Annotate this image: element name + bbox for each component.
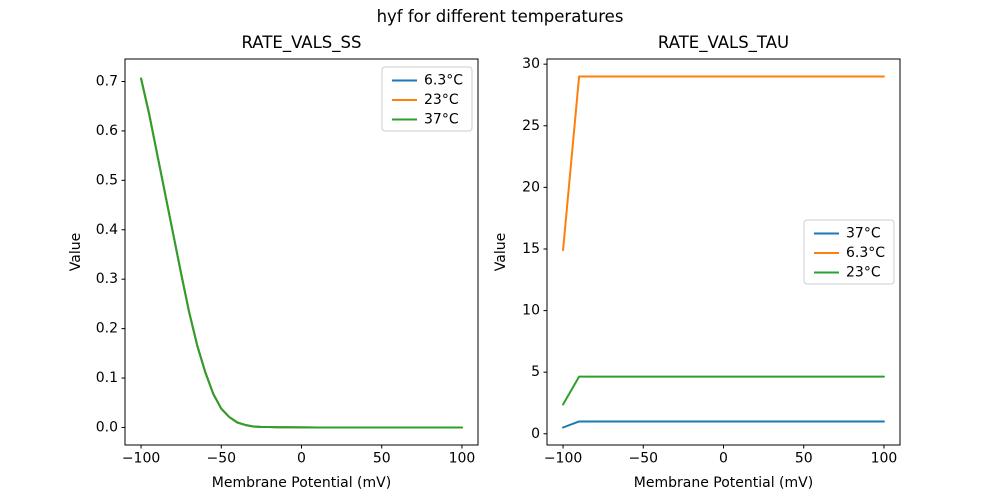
x-tick-label: 0 xyxy=(297,451,306,467)
y-tick-label: 0.4 xyxy=(96,222,118,238)
series-line-1-0 xyxy=(562,420,885,429)
y-tick-label: 5 xyxy=(531,364,540,380)
y-tick-label: 25 xyxy=(522,118,540,134)
x-tick-label: 50 xyxy=(373,451,391,467)
y-tick-label: 10 xyxy=(522,303,540,319)
x-tick-label: −50 xyxy=(628,451,658,467)
y-tick-label: 30 xyxy=(522,56,540,72)
y-tick-label: 0 xyxy=(531,426,540,442)
x-tick-label: 100 xyxy=(449,451,476,467)
x-tick-label: −50 xyxy=(206,451,236,467)
x-tick-label: −100 xyxy=(122,451,160,467)
x-axis-label: Membrane Potential (mV) xyxy=(212,475,391,491)
y-tick-label: 0.1 xyxy=(96,370,118,386)
y-tick-label: 0.7 xyxy=(96,73,118,89)
legend-label: 37°C xyxy=(846,226,881,242)
legend-label: 6.3°C xyxy=(846,245,885,261)
series-line-0-2 xyxy=(140,77,463,429)
y-axis-label: Value xyxy=(493,233,509,271)
y-tick-label: 0.2 xyxy=(96,321,118,337)
y-tick-label: 0.6 xyxy=(96,123,118,139)
legend-box xyxy=(803,219,895,285)
series-line-1-1 xyxy=(562,75,885,252)
y-tick-label: 0.5 xyxy=(96,172,118,188)
y-tick-label: 20 xyxy=(522,179,540,195)
subplot-title: RATE_VALS_TAU xyxy=(658,33,789,53)
series-line-1-2 xyxy=(562,375,885,406)
legend-label: 23°C xyxy=(846,265,881,281)
x-tick-label: −100 xyxy=(544,451,582,467)
legend-label: 23°C xyxy=(424,92,459,108)
legend-box xyxy=(381,66,473,132)
x-axis-label: Membrane Potential (mV) xyxy=(634,475,813,491)
y-tick-label: 15 xyxy=(522,241,540,257)
y-tick-label: 0.0 xyxy=(96,419,118,435)
x-tick-label: 0 xyxy=(719,451,728,467)
y-axis-label: Value xyxy=(68,233,84,271)
x-tick-label: 50 xyxy=(795,451,813,467)
x-tick-label: 100 xyxy=(871,451,898,467)
legend-label: 37°C xyxy=(424,112,459,128)
y-tick-label: 0.3 xyxy=(96,271,118,287)
legend-label: 6.3°C xyxy=(424,73,463,89)
figure-title: hyf for different temperatures xyxy=(376,7,624,26)
subplot-title: RATE_VALS_SS xyxy=(242,33,362,53)
